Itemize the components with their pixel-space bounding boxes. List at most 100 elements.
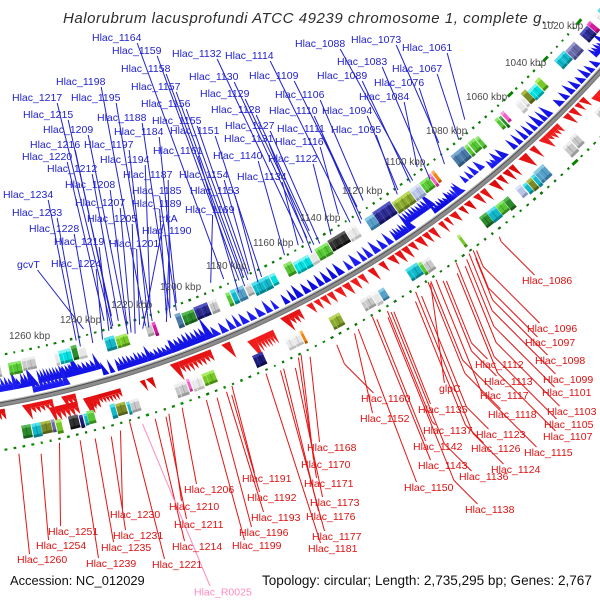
svg-text:Hlac_1105: Hlac_1105 (544, 419, 594, 431)
svg-text:Hlac_R0025: Hlac_R0025 (194, 587, 252, 599)
svg-text:Hlac_1193: Hlac_1193 (251, 512, 301, 524)
svg-text:Hlac_1239: Hlac_1239 (86, 558, 136, 570)
svg-text:Hlac_1164: Hlac_1164 (92, 32, 142, 44)
svg-text:Hlac_1161: Hlac_1161 (153, 145, 203, 157)
svg-text:Hlac_1143: Hlac_1143 (418, 460, 468, 472)
svg-text:Hlac_1214: Hlac_1214 (172, 541, 222, 553)
svg-text:Hlac_1118: Hlac_1118 (488, 409, 537, 421)
svg-text:Hlac_1086: Hlac_1086 (522, 275, 572, 287)
svg-text:Hlac_1185: Hlac_1185 (132, 185, 182, 197)
svg-text:Hlac_1101: Hlac_1101 (542, 387, 592, 399)
svg-text:Hlac_1073: Hlac_1073 (351, 34, 401, 46)
svg-text:Hlac_1251: Hlac_1251 (48, 526, 98, 538)
svg-text:Hlac_1151: Hlac_1151 (170, 125, 220, 137)
svg-text:Accession: NC_012029: Accession: NC_012029 (10, 573, 145, 588)
svg-text:Hlac_1128: Hlac_1128 (211, 104, 261, 116)
svg-text:1240 kbp: 1240 kbp (60, 315, 102, 326)
svg-text:1020 kbp: 1020 kbp (542, 21, 584, 32)
svg-text:Hlac_1195: Hlac_1195 (71, 92, 121, 104)
svg-text:Hlac_1083: Hlac_1083 (337, 56, 387, 68)
svg-text:Hlac_1192: Hlac_1192 (247, 492, 297, 504)
svg-text:Hlac_1137: Hlac_1137 (423, 425, 473, 437)
svg-text:Hlac_1110: Hlac_1110 (269, 105, 318, 117)
svg-text:Hlac_1216: Hlac_1216 (30, 139, 80, 151)
svg-text:1180 kbp: 1180 kbp (206, 261, 247, 272)
svg-text:Hlac_1206: Hlac_1206 (184, 484, 234, 496)
svg-text:Hlac_1157: Hlac_1157 (131, 81, 181, 93)
svg-text:Hlac_1103: Hlac_1103 (547, 406, 597, 418)
svg-text:Halorubrum lacusprofundi ATCC: Halorubrum lacusprofundi ATCC 49239 chro… (63, 10, 556, 27)
svg-text:Hlac_1129: Hlac_1129 (200, 88, 250, 100)
svg-text:Hlac_1153: Hlac_1153 (190, 185, 240, 197)
svg-text:Hlac_1211: Hlac_1211 (174, 519, 224, 531)
svg-text:Hlac_1138: Hlac_1138 (465, 504, 515, 516)
svg-text:Hlac_1198: Hlac_1198 (56, 76, 106, 88)
svg-text:Hlac_1230: Hlac_1230 (110, 509, 160, 521)
svg-text:Hlac_1134: Hlac_1134 (237, 171, 287, 183)
svg-text:Hlac_1235: Hlac_1235 (101, 542, 151, 554)
svg-text:Hlac_1109: Hlac_1109 (249, 70, 299, 82)
svg-text:Hlac_1231: Hlac_1231 (113, 530, 163, 542)
svg-text:Hlac_1156: Hlac_1156 (141, 98, 191, 110)
svg-text:Hlac_1113: Hlac_1113 (484, 376, 533, 388)
svg-text:Hlac_1208: Hlac_1208 (65, 179, 115, 191)
svg-text:Hlac_1215: Hlac_1215 (23, 109, 73, 121)
svg-text:Hlac_1116: Hlac_1116 (275, 136, 324, 148)
svg-text:Hlac_1217: Hlac_1217 (12, 92, 62, 104)
svg-text:1140 kbp: 1140 kbp (300, 213, 341, 224)
svg-text:Hlac_1177: Hlac_1177 (312, 531, 362, 543)
svg-text:Hlac_1181: Hlac_1181 (308, 543, 358, 555)
svg-text:1120 kbp: 1120 kbp (342, 186, 383, 197)
svg-text:Hlac_1159: Hlac_1159 (112, 45, 162, 57)
svg-text:Hlac_1112: Hlac_1112 (475, 359, 524, 371)
svg-text:Hlac_1219: Hlac_1219 (54, 236, 104, 248)
svg-text:Hlac_1130: Hlac_1130 (189, 71, 239, 83)
svg-text:Hlac_1067: Hlac_1067 (392, 63, 442, 75)
svg-text:Hlac_1150: Hlac_1150 (404, 482, 454, 494)
svg-text:Hlac_1099: Hlac_1099 (543, 374, 593, 386)
svg-text:Hlac_1197: Hlac_1197 (84, 139, 134, 151)
svg-text:Hlac_1142: Hlac_1142 (413, 441, 463, 453)
svg-text:Hlac_1122: Hlac_1122 (268, 153, 318, 165)
svg-text:Hlac_1096: Hlac_1096 (527, 323, 577, 335)
svg-text:Hlac_1171: Hlac_1171 (304, 478, 354, 490)
svg-text:Hlac_1140: Hlac_1140 (213, 150, 263, 162)
svg-text:Hlac_1076: Hlac_1076 (374, 77, 424, 89)
svg-text:Hlac_1131: Hlac_1131 (224, 133, 274, 145)
svg-text:Hlac_1124: Hlac_1124 (491, 464, 541, 476)
svg-text:Hlac_1199: Hlac_1199 (232, 540, 282, 552)
svg-text:Hlac_1084: Hlac_1084 (359, 91, 409, 103)
svg-text:Hlac_1154: Hlac_1154 (179, 169, 229, 181)
svg-text:Hlac_1095: Hlac_1095 (331, 124, 381, 136)
svg-text:Hlac_1233: Hlac_1233 (12, 207, 62, 219)
svg-text:Hlac_1097: Hlac_1097 (525, 337, 575, 349)
svg-text:Topology: circular; Length: 2,: Topology: circular; Length: 2,735,295 bp… (262, 573, 592, 588)
svg-text:Hlac_1189: Hlac_1189 (132, 198, 182, 210)
svg-text:Hlac_1158: Hlac_1158 (121, 63, 171, 75)
svg-text:Hlac_1191: Hlac_1191 (242, 473, 292, 485)
svg-text:Hlac_1209: Hlac_1209 (43, 124, 93, 136)
svg-text:Hlac_1136: Hlac_1136 (459, 471, 509, 483)
svg-text:Hlac_1094: Hlac_1094 (322, 105, 372, 117)
svg-text:Hlac_1098: Hlac_1098 (535, 355, 585, 367)
svg-text:Hlac_1123: Hlac_1123 (476, 429, 526, 441)
svg-text:1060 kbp: 1060 kbp (466, 92, 508, 103)
svg-text:Hlac_1176: Hlac_1176 (306, 511, 356, 523)
svg-text:Hlac_1126: Hlac_1126 (471, 443, 521, 455)
svg-text:Hlac_1160: Hlac_1160 (361, 393, 411, 405)
svg-text:Hlac_1111: Hlac_1111 (277, 123, 325, 135)
svg-text:Hlac_1254: Hlac_1254 (36, 540, 86, 552)
svg-text:Hlac_1117: Hlac_1117 (480, 390, 529, 402)
svg-text:Hlac_1187: Hlac_1187 (123, 169, 173, 181)
svg-text:Hlac_1115: Hlac_1115 (524, 447, 573, 459)
svg-text:Hlac_1221: Hlac_1221 (152, 559, 202, 571)
svg-text:Hlac_1152: Hlac_1152 (360, 413, 410, 425)
svg-text:Hlac_1107: Hlac_1107 (543, 431, 593, 443)
svg-text:Hlac_1135: Hlac_1135 (418, 404, 468, 416)
svg-text:Hlac_1220: Hlac_1220 (22, 151, 72, 163)
svg-text:Hlac_1173: Hlac_1173 (310, 497, 360, 509)
svg-text:Hlac_1088: Hlac_1088 (295, 38, 345, 50)
svg-text:trkA: trkA (159, 213, 178, 225)
svg-text:Hlac_1127: Hlac_1127 (225, 120, 275, 132)
svg-text:Hlac_1205: Hlac_1205 (87, 213, 137, 225)
